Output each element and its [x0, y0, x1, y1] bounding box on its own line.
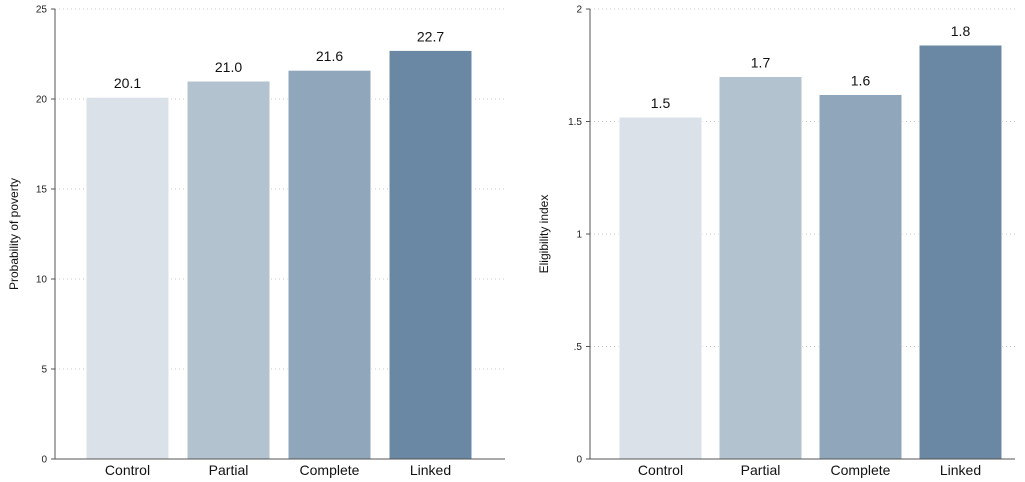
chart2-y-tick-label: 1 — [576, 230, 582, 241]
chart1-data-label: 21.6 — [316, 48, 343, 64]
chart1-bar-complete — [287, 69, 372, 460]
chart2-data-label: 1.7 — [751, 55, 771, 71]
chart2-y-tick-label: 0 — [576, 455, 582, 466]
chart1-y-tick-label: 10 — [36, 275, 48, 286]
chart1-data-label: 20.1 — [114, 75, 141, 91]
chart1-y-axis-title: Probability of poverty — [7, 178, 21, 290]
chart2-category-label: Control — [638, 462, 683, 478]
chart1-category-label: Partial — [209, 462, 249, 478]
chart2-category-label: Linked — [940, 462, 981, 478]
chart2-category-label: Complete — [831, 462, 891, 478]
chart1-bar-control — [85, 96, 170, 460]
chart2-category-label: Partial — [741, 462, 781, 478]
chart1-data-label: 22.7 — [417, 28, 444, 44]
chart2-y-tick-label: .5 — [574, 342, 583, 353]
chart2-data-label: 1.6 — [851, 73, 871, 89]
chart1-y-tick-label: 20 — [36, 95, 48, 106]
chart2-data-label: 1.8 — [951, 23, 971, 39]
chart1-y-tick-label: 25 — [36, 5, 48, 16]
chart1-data-label: 21.0 — [215, 59, 242, 75]
chart1-bar-partial — [186, 80, 271, 460]
chart2-y-tick-label: 1.5 — [568, 117, 582, 128]
chart1-category-label: Control — [105, 462, 150, 478]
chart1-y-tick-label: 0 — [41, 455, 47, 466]
chart1-y-tick-label: 15 — [36, 185, 48, 196]
chart2-data-label: 1.5 — [651, 95, 671, 111]
chart2-bar-linked — [918, 44, 1003, 460]
chart2-bar-partial — [718, 76, 803, 460]
chart1-category-label: Complete — [300, 462, 360, 478]
chart1-category-label: Linked — [410, 462, 451, 478]
chart2-bar-complete — [818, 94, 903, 460]
chart2-y-axis-title: Eligibility index — [537, 195, 551, 274]
chart1-bar-linked — [388, 49, 473, 460]
chart2-y-tick-label: 2 — [576, 5, 582, 16]
chart2-bar-control — [618, 116, 703, 460]
chart1-y-tick-label: 5 — [41, 365, 47, 376]
